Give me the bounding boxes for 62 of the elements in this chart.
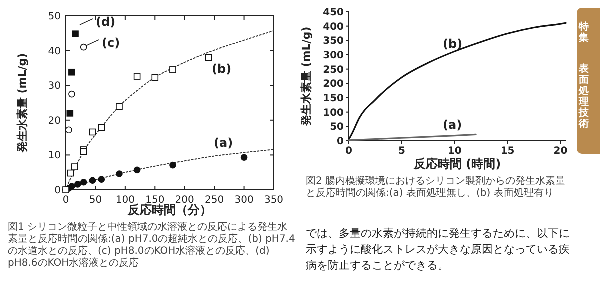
- annotation: (a): [214, 136, 234, 150]
- point: [80, 44, 88, 51]
- y-tick-label: 30: [48, 81, 61, 92]
- x-axis-title: 反応時間（分）: [127, 203, 212, 217]
- x-tick-label: 50: [89, 195, 102, 206]
- x-tick-label: 20: [554, 146, 568, 157]
- text: 特集: [578, 21, 589, 44]
- point: [134, 73, 141, 80]
- x-tick-label: 300: [234, 195, 254, 206]
- annotation: (b): [212, 62, 232, 76]
- x-axis-title: 反応時間 (時間): [412, 157, 502, 171]
- x-tick-label: 0: [62, 195, 70, 206]
- x-tick-label: 350: [264, 195, 284, 206]
- x-tick-label: 10: [448, 146, 462, 157]
- annotation: (b): [443, 37, 463, 51]
- point: [170, 66, 176, 74]
- point: [89, 128, 96, 136]
- y-tick-label: 150: [323, 94, 344, 104]
- y-tick-label: 250: [323, 64, 344, 76]
- annotation: (a): [443, 118, 462, 132]
- x-tick-label: 100: [116, 195, 135, 206]
- y-tick-label: 20: [48, 116, 61, 127]
- text: 表面処理技術: [578, 63, 590, 130]
- y-tick-label: 40: [48, 46, 61, 58]
- point: [66, 110, 74, 117]
- text: では、多量の水素が持続的に発生するために、以下に示すように酸化ストレスが大きな原因となっている疾病を防止することができる。: [306, 226, 571, 274]
- point: [89, 177, 96, 184]
- point: [205, 54, 212, 62]
- point: [80, 178, 88, 186]
- y-tick-label: 50: [330, 122, 344, 134]
- point: [116, 103, 123, 110]
- point: [240, 154, 248, 162]
- y-tick-label: 350: [323, 36, 344, 48]
- point: [68, 68, 76, 76]
- y-tick-label: 100: [323, 108, 344, 119]
- point: [68, 90, 76, 98]
- point: [170, 162, 176, 169]
- y-tick-label: 50: [48, 12, 61, 22]
- annotation: (c): [102, 36, 120, 50]
- point: [134, 166, 141, 174]
- y-tick-label: 0: [54, 186, 61, 196]
- x-tick-label: 5: [398, 146, 406, 157]
- point: [152, 74, 159, 81]
- x-tick-label: 250: [205, 195, 224, 206]
- y-tick-label: 0: [337, 136, 344, 148]
- y-tick-label: 300: [323, 50, 344, 62]
- y-tick-label: 200: [323, 79, 344, 90]
- x-tick-label: 0: [346, 146, 353, 157]
- point: [98, 176, 106, 183]
- y-tick-label: 450: [323, 8, 344, 18]
- point: [116, 170, 123, 178]
- point: [72, 164, 78, 170]
- y-axis-title: 発生水素量 (mL/g): [300, 26, 313, 128]
- annotation: (d): [96, 15, 116, 29]
- x-tick-label: 15: [500, 146, 515, 157]
- point: [98, 124, 106, 132]
- point: [72, 30, 79, 38]
- point: [68, 183, 76, 190]
- point: [74, 181, 82, 188]
- point: [67, 170, 74, 177]
- y-axis-title: 発生水素量 (mL/g): [16, 53, 29, 154]
- y-tick-label: 400: [323, 22, 344, 33]
